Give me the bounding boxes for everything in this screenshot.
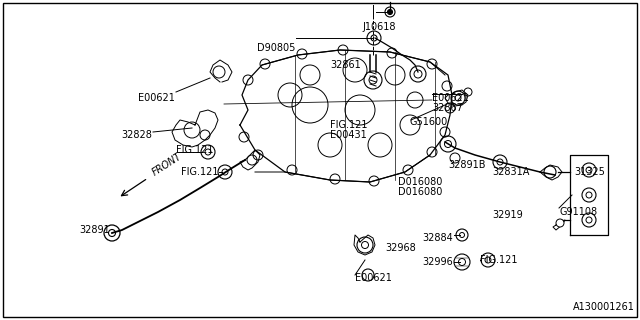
Text: 31325: 31325 bbox=[574, 167, 605, 177]
Text: J10618: J10618 bbox=[362, 22, 396, 32]
Text: FRONT: FRONT bbox=[150, 151, 183, 178]
Text: 32867: 32867 bbox=[432, 103, 463, 113]
Text: E00621: E00621 bbox=[432, 93, 469, 103]
Text: FIG.121: FIG.121 bbox=[330, 120, 367, 130]
Text: 32861: 32861 bbox=[330, 60, 361, 70]
Text: 32919: 32919 bbox=[492, 210, 523, 220]
Text: 32828: 32828 bbox=[121, 130, 152, 140]
Text: FIG.121: FIG.121 bbox=[480, 255, 518, 265]
Text: 32996: 32996 bbox=[422, 257, 453, 267]
Text: 32891: 32891 bbox=[79, 225, 110, 235]
Text: D016080: D016080 bbox=[398, 187, 442, 197]
Text: E00621: E00621 bbox=[138, 93, 175, 103]
Circle shape bbox=[556, 219, 564, 227]
Text: FIG.121: FIG.121 bbox=[180, 167, 218, 177]
Text: E00431: E00431 bbox=[330, 130, 367, 140]
Text: FIG.121: FIG.121 bbox=[176, 145, 214, 155]
Text: 32968: 32968 bbox=[385, 243, 416, 253]
Text: 32891B: 32891B bbox=[448, 160, 486, 170]
Text: A130001261: A130001261 bbox=[573, 302, 635, 312]
Text: 32831A: 32831A bbox=[492, 167, 529, 177]
Text: G51600: G51600 bbox=[410, 117, 448, 127]
Text: G91108: G91108 bbox=[559, 207, 597, 217]
Text: E00621: E00621 bbox=[355, 273, 392, 283]
Text: 32884: 32884 bbox=[422, 233, 453, 243]
Text: D016080: D016080 bbox=[398, 177, 442, 187]
Circle shape bbox=[387, 10, 392, 14]
Text: D90805: D90805 bbox=[257, 43, 295, 53]
